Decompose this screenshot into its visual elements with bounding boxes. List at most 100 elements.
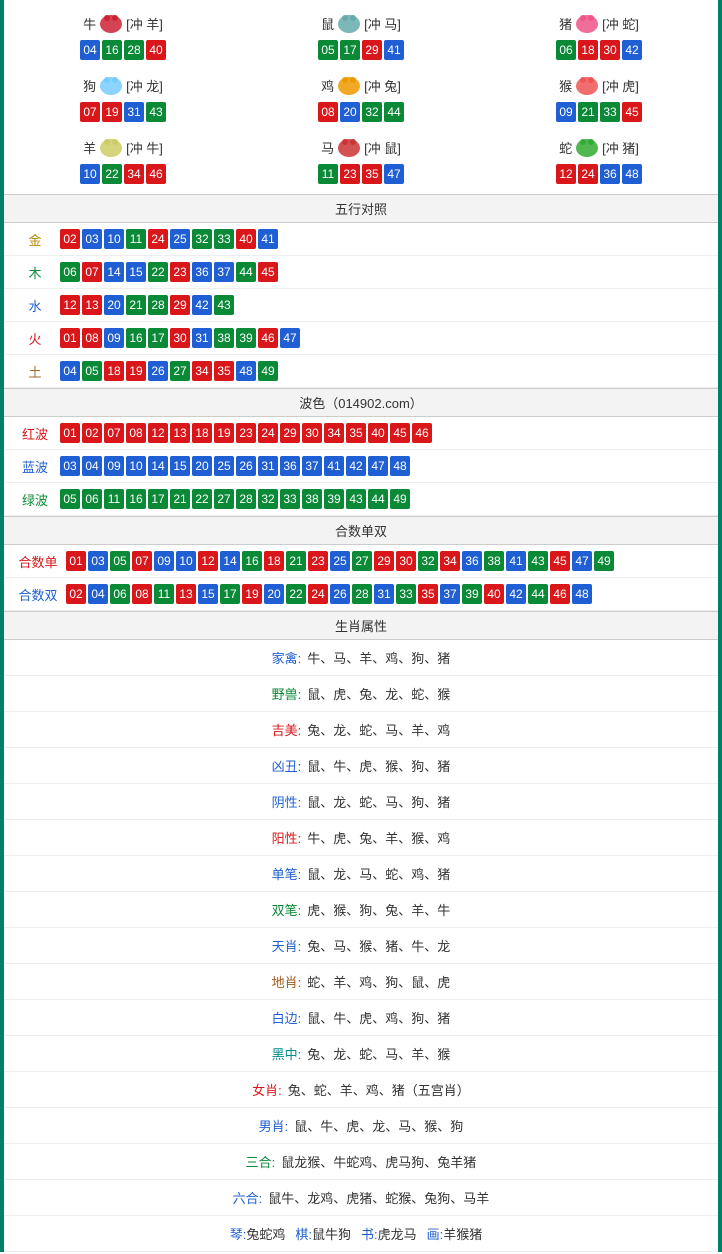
num-badge: 46 [412, 423, 432, 443]
num-badge: 30 [302, 423, 322, 443]
prop-label: 白边: [272, 1008, 302, 1027]
num-badge: 22 [192, 489, 212, 509]
table-row: 水1213202128294243 [4, 289, 718, 322]
num-badge: 11 [318, 164, 338, 184]
num-badge: 42 [622, 40, 642, 60]
num-badge: 28 [352, 584, 372, 604]
num-badge: 19 [102, 102, 122, 122]
num-badge: 30 [170, 328, 190, 348]
zodiac-cell: 狗[冲 龙]07193143 [4, 66, 242, 128]
num-badge: 15 [170, 456, 190, 476]
num-badge: 45 [622, 102, 642, 122]
zodiac-cell: 马[冲 鼠]11233547 [242, 128, 480, 190]
num-badge: 22 [286, 584, 306, 604]
heshu-rows: 合数单0103050709101214161821232527293032343… [4, 545, 718, 611]
zodiac-nums: 04162840 [4, 40, 242, 60]
prop-label: 野兽: [272, 684, 302, 703]
num-badge: 20 [104, 295, 124, 315]
prop-row: 双笔:虎、猴、狗、兔、羊、牛 [4, 892, 718, 928]
num-badge: 41 [324, 456, 344, 476]
num-badge: 47 [384, 164, 404, 184]
zodiac-nums: 11233547 [242, 164, 480, 184]
zodiac-icon [572, 10, 602, 36]
zodiac-chong: [冲 蛇] [602, 14, 639, 33]
num-badge: 13 [176, 584, 196, 604]
num-badge: 05 [318, 40, 338, 60]
num-badge: 03 [88, 551, 108, 571]
prop-label: 六合: [233, 1188, 263, 1207]
num-badge: 43 [214, 295, 234, 315]
zodiac-name: 马 [321, 138, 334, 157]
zodiac-name: 鸡 [321, 76, 334, 95]
num-badge: 40 [484, 584, 504, 604]
zodiac-name: 蛇 [559, 138, 572, 157]
num-badge: 37 [440, 584, 460, 604]
zodiac-icon [572, 134, 602, 160]
num-badge: 27 [352, 551, 372, 571]
prop-value: 蛇、羊、鸡、狗、鼠、虎 [307, 972, 450, 991]
num-badge: 25 [330, 551, 350, 571]
num-badge: 10 [176, 551, 196, 571]
section-title-heshu: 合数单双 [4, 516, 718, 545]
zodiac-nums: 06183042 [480, 40, 718, 60]
num-badge: 17 [220, 584, 240, 604]
num-badge: 33 [280, 489, 300, 509]
zodiac-chong: [冲 龙] [126, 76, 163, 95]
num-badge: 24 [578, 164, 598, 184]
num-badge: 10 [80, 164, 100, 184]
num-badge: 40 [146, 40, 166, 60]
prop-value: 牛、马、羊、鸡、狗、猪 [307, 648, 450, 667]
num-badge: 24 [308, 584, 328, 604]
num-badge: 46 [258, 328, 278, 348]
prop-row: 三合:鼠龙猴、牛蛇鸡、虎马狗、兔羊猪 [4, 1144, 718, 1180]
zodiac-chong: [冲 兔] [364, 76, 401, 95]
row-nums: 0204060811131517192022242628313335373940… [66, 584, 592, 604]
row-nums: 1213202128294243 [60, 295, 234, 315]
num-badge: 17 [148, 489, 168, 509]
zodiac-nums: 09213345 [480, 102, 718, 122]
num-badge: 36 [600, 164, 620, 184]
num-badge: 21 [578, 102, 598, 122]
num-badge: 12 [60, 295, 80, 315]
num-badge: 38 [302, 489, 322, 509]
num-badge: 31 [258, 456, 278, 476]
num-badge: 22 [102, 164, 122, 184]
num-badge: 10 [126, 456, 146, 476]
num-badge: 24 [148, 229, 168, 249]
prop-row: 单笔:鼠、龙、马、蛇、鸡、猪 [4, 856, 718, 892]
table-row: 火0108091617303138394647 [4, 322, 718, 355]
wuxing-rows: 金02031011242532334041木060714152223363744… [4, 223, 718, 388]
num-badge: 43 [346, 489, 366, 509]
num-badge: 08 [318, 102, 338, 122]
row-label: 火 [10, 329, 60, 348]
num-badge: 06 [60, 262, 80, 282]
table-row: 合数单0103050709101214161821232527293032343… [4, 545, 718, 578]
row-nums: 04051819262734354849 [60, 361, 278, 381]
num-badge: 46 [550, 584, 570, 604]
zodiac-chong: [冲 马] [364, 14, 401, 33]
num-badge: 44 [528, 584, 548, 604]
num-badge: 34 [440, 551, 460, 571]
num-badge: 47 [572, 551, 592, 571]
zodiac-name: 鼠 [321, 14, 334, 33]
prop-label: 地肖: [272, 972, 302, 991]
num-badge: 32 [418, 551, 438, 571]
num-badge: 29 [280, 423, 300, 443]
num-badge: 04 [60, 361, 80, 381]
num-badge: 19 [242, 584, 262, 604]
prop-row: 女肖:兔、蛇、羊、鸡、猪（五宫肖） [4, 1072, 718, 1108]
num-badge: 48 [572, 584, 592, 604]
zodiac-chong: [冲 羊] [126, 14, 163, 33]
num-badge: 01 [66, 551, 86, 571]
row-label: 绿波 [10, 490, 60, 509]
zodiac-cell: 鸡[冲 兔]08203244 [242, 66, 480, 128]
num-badge: 16 [126, 328, 146, 348]
num-badge: 07 [104, 423, 124, 443]
num-badge: 32 [258, 489, 278, 509]
num-badge: 23 [170, 262, 190, 282]
num-badge: 09 [556, 102, 576, 122]
num-badge: 14 [220, 551, 240, 571]
prop-value: 鼠、龙、马、蛇、鸡、猪 [307, 864, 450, 883]
prop-row: 黑中:兔、龙、蛇、马、羊、猴 [4, 1036, 718, 1072]
num-badge: 28 [236, 489, 256, 509]
